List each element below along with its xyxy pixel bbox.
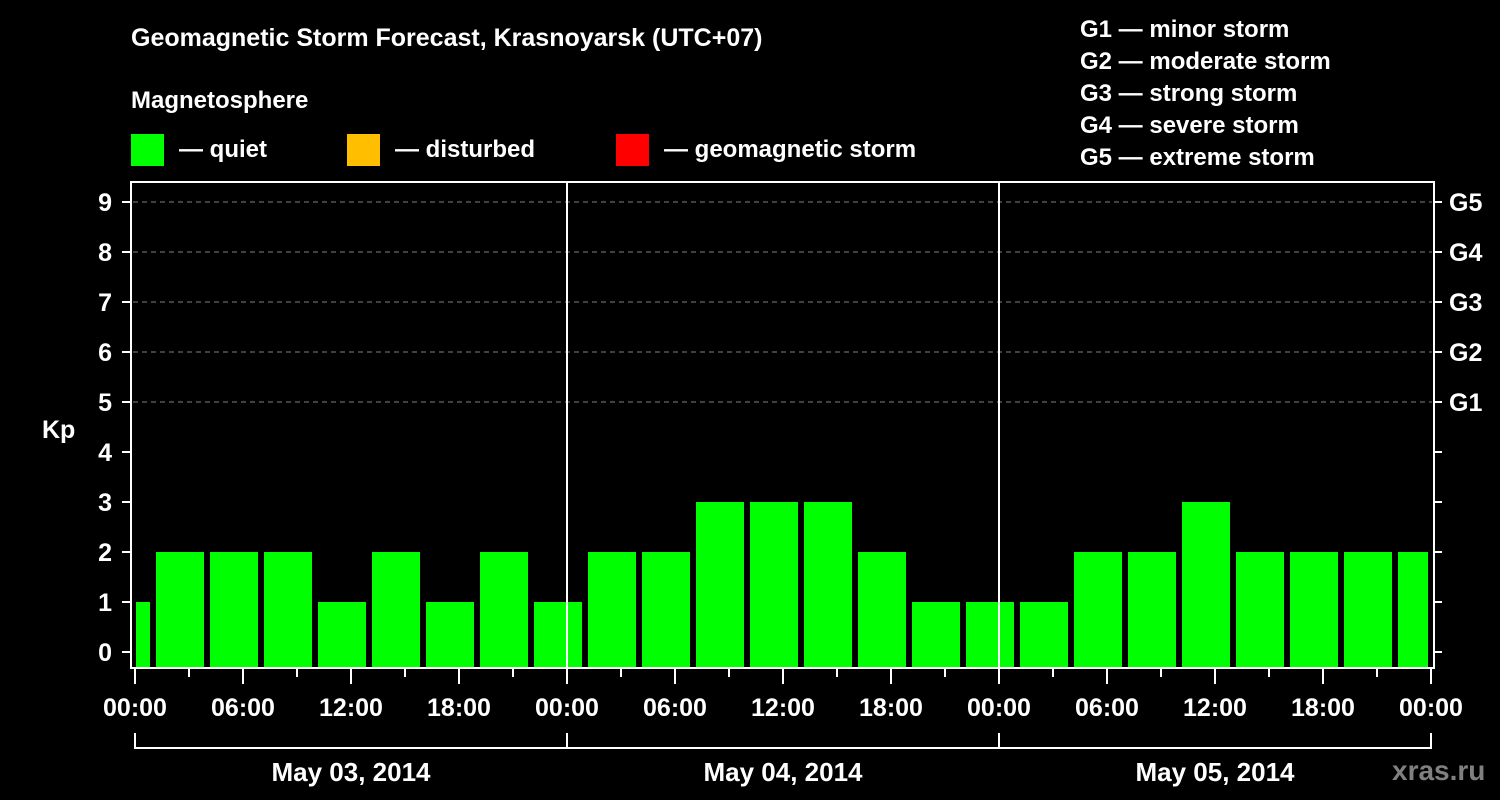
x-tick-label: 00:00 <box>103 694 167 722</box>
x-tick-label: 12:00 <box>319 694 383 722</box>
watermark: xras.ru <box>1392 755 1486 786</box>
legend-label-quiet: — quiet <box>179 136 267 163</box>
y-tick-label: 5 <box>98 389 112 417</box>
kp-bar <box>858 552 906 667</box>
kp-bar <box>264 552 312 667</box>
legend-swatch-disturbed <box>347 134 380 166</box>
kp-bars <box>136 502 1428 667</box>
g-scale-item: G5 — extreme storm <box>1080 144 1315 171</box>
legend-item-disturbed: — disturbed <box>347 134 535 166</box>
g-scale-item: G4 — severe storm <box>1080 112 1299 139</box>
g-axis-label: G2 <box>1449 339 1482 367</box>
date-label-may-04: May 04, 2014 <box>703 757 863 787</box>
legend-item-storm: — geomagnetic storm <box>616 134 916 166</box>
x-tick-label: 12:00 <box>1183 694 1247 722</box>
kp-bar <box>1182 502 1230 667</box>
kp-bar <box>210 552 258 667</box>
kp-bar <box>966 602 1014 667</box>
kp-bar <box>696 502 744 667</box>
date-brackets <box>134 733 1432 749</box>
g-scale-item: G2 — moderate storm <box>1080 48 1331 75</box>
kp-bar <box>750 502 798 667</box>
x-tick-label: 06:00 <box>211 694 275 722</box>
kp-bar <box>588 552 636 667</box>
x-tick-label: 18:00 <box>1291 694 1355 722</box>
y-tick-label: 7 <box>98 289 112 317</box>
kp-bar <box>912 602 960 667</box>
kp-bar <box>1290 552 1338 667</box>
kp-bar <box>156 552 204 667</box>
y-tick-label: 2 <box>98 539 112 567</box>
date-label-may-05: May 05, 2014 <box>1135 757 1295 787</box>
x-tick-label: 00:00 <box>967 694 1031 722</box>
x-tick-label: 00:00 <box>1399 694 1463 722</box>
kp-bar <box>480 552 528 667</box>
chart-title: Geomagnetic Storm Forecast, Krasnoyarsk … <box>131 24 763 52</box>
legend-label-storm: — geomagnetic storm <box>664 136 917 163</box>
y-tick-labels: 0 1 2 3 4 5 6 7 8 9 <box>98 189 112 667</box>
kp-bar <box>372 552 420 667</box>
x-tick-marks <box>134 669 1432 684</box>
legend-label-disturbed: — disturbed <box>395 136 536 163</box>
legend-item-quiet: — quiet <box>131 134 267 166</box>
x-tick-label: 06:00 <box>643 694 707 722</box>
y-axis-label: Kp <box>42 416 75 444</box>
kp-bar <box>1128 552 1176 667</box>
g-axis-label: G5 <box>1449 189 1482 217</box>
kp-bar <box>1074 552 1122 667</box>
kp-bar <box>642 552 690 667</box>
x-tick-label: 06:00 <box>1075 694 1139 722</box>
y-tick-label: 8 <box>98 239 112 267</box>
g-axis-label: G4 <box>1449 239 1482 267</box>
g-scale-legend: G1 — minor storm G2 — moderate storm G3 … <box>1080 14 1331 174</box>
kp-bar <box>426 602 474 667</box>
y-tick-label: 1 <box>98 589 112 617</box>
kp-bar <box>1020 602 1068 667</box>
g-axis-label: G1 <box>1449 389 1482 417</box>
y-tick-label: 9 <box>98 189 112 217</box>
kp-bar <box>1344 552 1392 667</box>
x-tick-label: 12:00 <box>751 694 815 722</box>
y-tick-label: 0 <box>98 639 112 667</box>
y-tick-label: 4 <box>98 439 112 467</box>
date-label-may-03: May 03, 2014 <box>271 757 431 787</box>
kp-bar <box>1236 552 1284 667</box>
x-tick-label: 18:00 <box>859 694 923 722</box>
grid-lines <box>133 201 1432 403</box>
x-tick-label: 18:00 <box>427 694 491 722</box>
x-tick-label: 00:00 <box>535 694 599 722</box>
plot-frame <box>130 181 1435 669</box>
kp-bar <box>534 602 582 667</box>
g-scale-axis-labels: G1 G2 G3 G4 G5 <box>1449 189 1482 417</box>
y-tick-label: 6 <box>98 339 112 367</box>
x-tick-labels: 00:00 06:00 12:00 18:00 00:00 06:00 12:00 18:00… <box>103 694 1463 722</box>
g-scale-item: G3 — strong storm <box>1080 80 1298 107</box>
g-axis-label: G3 <box>1449 289 1482 317</box>
legend-swatch-quiet <box>131 134 164 166</box>
kp-bar <box>136 602 150 667</box>
right-tick-marks <box>1434 201 1442 653</box>
day-dividers <box>566 182 1000 668</box>
y-tick-label: 3 <box>98 489 112 517</box>
kp-bar <box>804 502 852 667</box>
y-tick-marks <box>122 201 131 653</box>
kp-bar <box>1398 552 1428 667</box>
chart-subtitle: Magnetosphere <box>131 87 309 114</box>
legend-swatch-storm <box>616 134 649 166</box>
g-scale-item: G1 — minor storm <box>1080 16 1290 43</box>
kp-bar <box>318 602 366 667</box>
